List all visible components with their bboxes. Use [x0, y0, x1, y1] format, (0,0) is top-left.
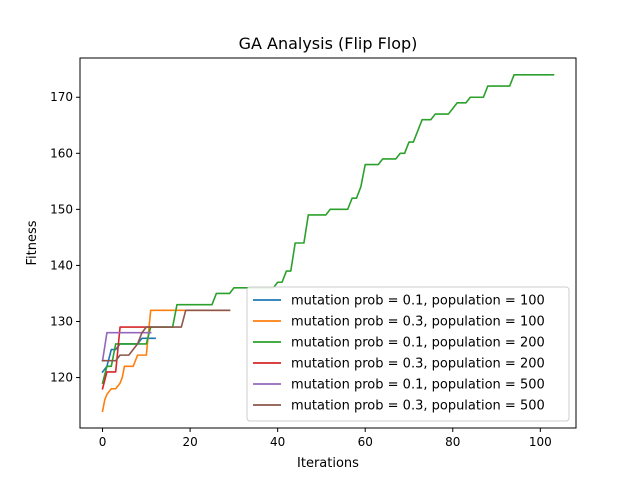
legend-entry-label: mutation prob = 0.1, population = 100 [291, 294, 545, 309]
x-tick-label: 40 [270, 435, 285, 449]
y-axis-label: Fitness [25, 220, 40, 265]
y-tick-label: 170 [50, 90, 73, 104]
series-line-6 [101, 309, 231, 362]
series-layer [101, 74, 555, 413]
legend-entry-label: mutation prob = 0.1, population = 200 [291, 336, 545, 351]
legend-box [246, 286, 570, 422]
x-tick-label: 100 [529, 435, 552, 449]
series-line-3 [101, 74, 555, 385]
plot-frame [79, 57, 577, 429]
chart-title: GA Analysis (Flip Flop) [239, 34, 418, 53]
y-tick-label: 160 [50, 146, 73, 160]
x-axis-label: Iterations [297, 456, 359, 471]
x-tick-label: 60 [358, 435, 373, 449]
y-tick-label: 150 [50, 202, 73, 216]
y-tick-label: 120 [50, 371, 73, 385]
x-tick-label: 20 [182, 435, 197, 449]
legend-entry-label: mutation prob = 0.3, population = 500 [291, 399, 545, 414]
series-line-4 [101, 326, 152, 390]
legend-entry-label: mutation prob = 0.3, population = 200 [291, 357, 545, 372]
legend: mutation prob = 0.1, population = 100 mut… [246, 286, 570, 422]
y-tick-label: 140 [50, 258, 73, 272]
legend-entry-label: mutation prob = 0.3, population = 100 [291, 315, 545, 330]
x-tick-label: 0 [99, 435, 107, 449]
y-tick-label: 130 [50, 314, 73, 328]
x-tick-label: 80 [445, 435, 460, 449]
legend-entry-label: mutation prob = 0.1, population = 500 [291, 378, 545, 393]
y-axis-ticks: 120 130 140 150 160 170 [50, 90, 80, 385]
x-axis-ticks: 0 20 40 60 80 100 [99, 428, 552, 449]
